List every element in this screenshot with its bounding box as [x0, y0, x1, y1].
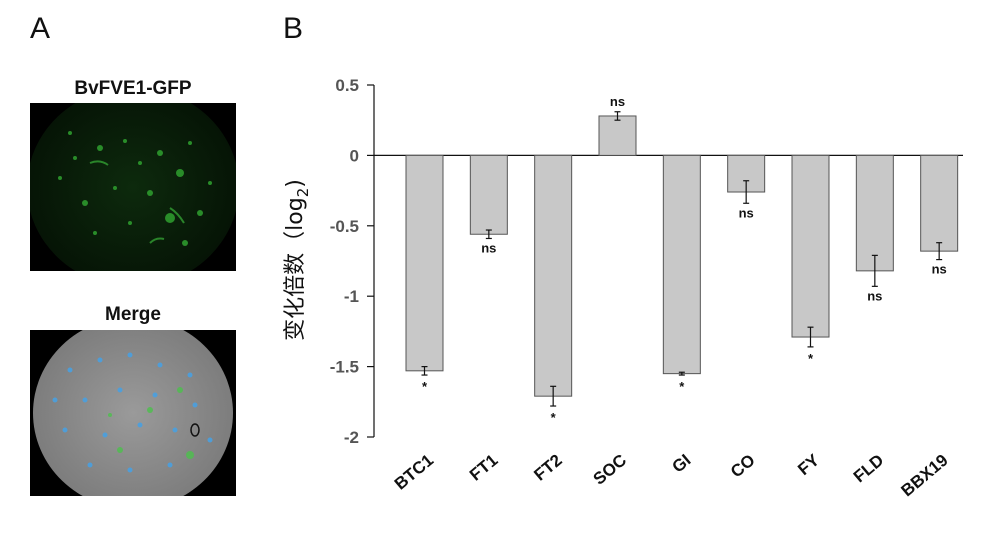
panel-a-letter: A — [30, 12, 51, 45]
significance-label: ns — [932, 262, 947, 277]
merge-image-title: Merge — [105, 304, 161, 325]
significance-label: * — [551, 410, 557, 425]
category-label: FT1 — [466, 451, 501, 485]
significance-label: * — [679, 379, 685, 394]
y-tick-label: -1.5 — [330, 358, 359, 377]
y-tick-label: -0.5 — [330, 217, 359, 236]
bar — [405, 154, 444, 372]
category-label: FY — [794, 450, 823, 479]
category-label: SOC — [590, 451, 630, 489]
bar — [920, 154, 959, 252]
y-axis-label-main: 变化倍数（log — [283, 197, 308, 341]
gfp-image-title: BvFVE1-GFP — [74, 78, 192, 99]
y-axis-label-close: ) — [283, 179, 308, 188]
bar — [855, 154, 894, 272]
significance-label: ns — [610, 94, 625, 109]
category-label: BBX19 — [898, 451, 952, 501]
category-label: GI — [668, 451, 694, 477]
significance-label: * — [808, 351, 814, 366]
y-tick-label: -2 — [344, 428, 359, 447]
merge-image — [30, 330, 236, 496]
y-axis-label-subscript: 2 — [294, 188, 312, 198]
bar — [598, 115, 637, 156]
y-tick-label: 0 — [350, 146, 359, 165]
bar — [534, 154, 573, 397]
bar — [791, 154, 830, 338]
panel-b-letter: B — [283, 12, 304, 45]
y-axis-label: 变化倍数（log2) — [283, 179, 312, 341]
y-tick-label: -1 — [344, 287, 359, 306]
category-label: BTC1 — [391, 451, 437, 494]
significance-label: * — [422, 379, 428, 394]
bar — [662, 154, 701, 375]
significance-label: ns — [739, 205, 754, 220]
y-tick-label: 0.5 — [335, 76, 359, 95]
category-label: FLD — [850, 451, 888, 487]
significance-label: ns — [481, 240, 496, 255]
category-label: FT2 — [530, 451, 565, 485]
bar — [469, 154, 508, 235]
gfp-fluorescence-image — [30, 103, 236, 271]
category-label: CO — [727, 451, 759, 482]
significance-label: ns — [867, 288, 882, 303]
